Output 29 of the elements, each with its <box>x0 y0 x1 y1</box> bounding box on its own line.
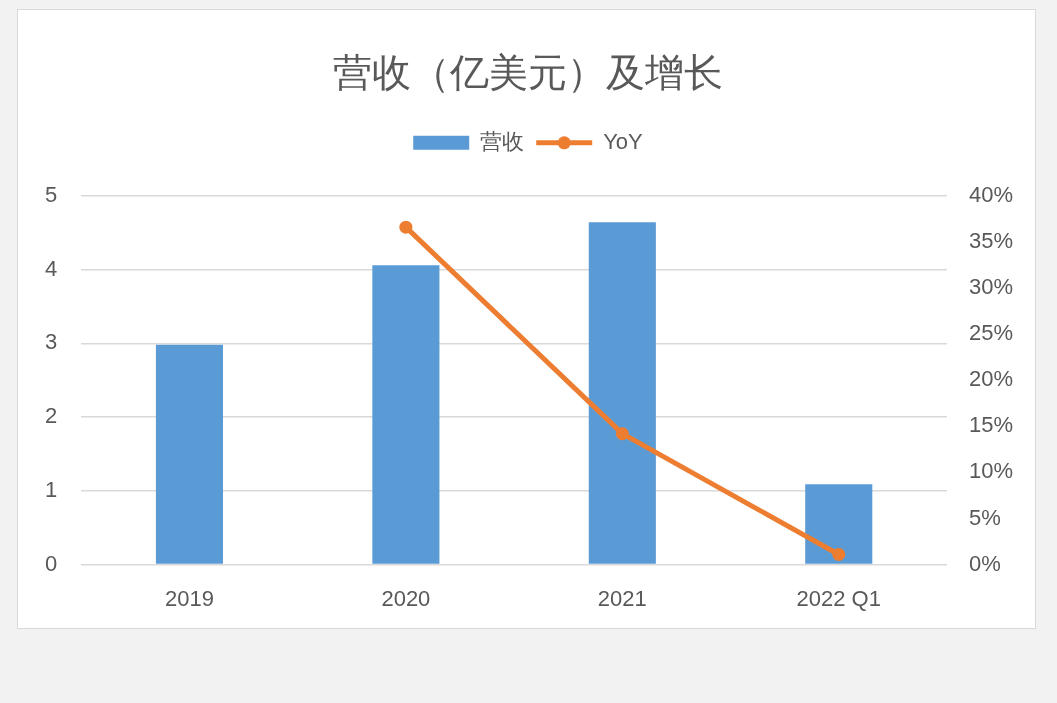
y-tick-label: 4 <box>44 255 58 281</box>
y2-tick-label: 0% <box>968 550 1001 576</box>
y-tick-label: 5 <box>44 181 58 207</box>
point <box>399 220 413 234</box>
bar <box>155 344 223 564</box>
chart-title: 营收（亿美元）及增长 <box>333 51 723 95</box>
point <box>615 427 629 441</box>
bar <box>372 265 440 564</box>
legend-label: YoY <box>603 128 644 154</box>
y-tick-label: 3 <box>44 329 58 355</box>
y-tick-label: 0 <box>44 550 58 576</box>
x-tick-label: 2020 <box>381 585 431 611</box>
x-tick-label: 2019 <box>164 585 214 611</box>
y2-tick-label: 10% <box>968 458 1014 484</box>
point <box>832 547 846 561</box>
bar <box>588 222 656 564</box>
y-tick-label: 2 <box>44 403 58 429</box>
y2-tick-label: 40% <box>968 181 1014 207</box>
legend-label: 营收 <box>480 128 525 154</box>
y2-tick-label: 25% <box>968 320 1014 346</box>
bar <box>805 484 873 564</box>
x-tick-label: 2021 <box>597 585 647 611</box>
x-tick-label: 2022 Q1 <box>796 585 881 611</box>
y-tick-label: 1 <box>44 476 58 502</box>
y2-tick-label: 15% <box>968 412 1014 438</box>
y2-tick-label: 30% <box>968 274 1014 300</box>
y2-tick-label: 5% <box>968 504 1001 530</box>
y2-tick-label: 35% <box>968 227 1014 253</box>
y2-tick-label: 20% <box>968 366 1014 392</box>
